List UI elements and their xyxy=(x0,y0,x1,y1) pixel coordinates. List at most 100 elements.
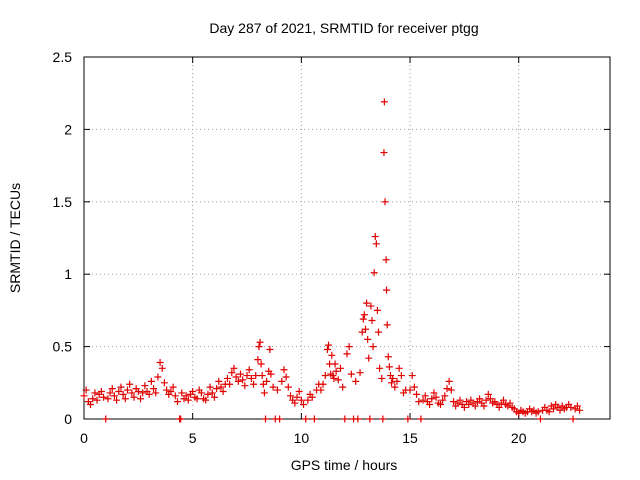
data-point xyxy=(389,374,397,382)
data-point xyxy=(258,372,266,380)
data-point xyxy=(273,386,281,394)
data-point xyxy=(295,387,303,395)
axis-ticks: 0 5 10 15 20 0 0.5 1 1.5 2 2.5 xyxy=(53,49,610,446)
data-point xyxy=(359,315,367,323)
data-point xyxy=(236,370,244,378)
data-point xyxy=(545,408,553,416)
data-point xyxy=(123,386,131,394)
data-point xyxy=(380,149,388,157)
data-point xyxy=(266,345,274,353)
data-point xyxy=(206,383,214,391)
data-point xyxy=(410,383,418,391)
data-point xyxy=(360,311,368,319)
data-point xyxy=(93,396,101,404)
data-point xyxy=(134,387,142,395)
data-point xyxy=(91,389,99,397)
data-point xyxy=(154,373,162,381)
data-point xyxy=(228,369,236,377)
data-point xyxy=(417,415,425,423)
data-point xyxy=(379,415,387,423)
data-point xyxy=(110,392,118,400)
data-point xyxy=(549,405,557,413)
data-point xyxy=(208,389,216,397)
data-point xyxy=(328,351,336,359)
data-point xyxy=(534,408,542,416)
data-point xyxy=(97,387,105,395)
data-point xyxy=(366,415,374,423)
data-point xyxy=(325,341,333,349)
chart-title: Day 287 of 2021, SRMTID for receiver ptg… xyxy=(209,20,478,36)
data-point xyxy=(117,383,125,391)
data-point xyxy=(334,376,342,384)
data-point xyxy=(345,343,353,351)
data-point xyxy=(241,382,249,390)
data-point xyxy=(567,403,575,411)
data-point xyxy=(413,390,421,398)
data-point xyxy=(428,395,436,403)
data-point xyxy=(108,385,116,393)
data-point xyxy=(385,363,393,371)
data-point xyxy=(361,325,369,333)
y-tick-label: 1.5 xyxy=(53,194,73,210)
data-points xyxy=(80,98,584,423)
data-point xyxy=(365,354,373,362)
data-point xyxy=(471,402,479,410)
data-point xyxy=(245,366,253,374)
data-point xyxy=(145,390,153,398)
x-axis-label: GPS time / hours xyxy=(291,457,398,473)
data-point xyxy=(182,392,190,400)
data-point xyxy=(280,366,288,374)
data-point xyxy=(383,321,391,329)
data-point xyxy=(261,415,269,423)
data-point xyxy=(300,401,308,409)
data-point xyxy=(536,415,544,423)
data-point xyxy=(370,269,378,277)
data-point xyxy=(263,377,271,385)
data-point xyxy=(450,398,458,406)
data-point xyxy=(189,387,197,395)
data-point xyxy=(432,393,440,401)
data-point xyxy=(332,367,340,375)
data-point xyxy=(130,393,138,401)
data-point xyxy=(239,376,247,384)
data-point xyxy=(167,387,175,395)
y-axis-label: SRMTID / TECUs xyxy=(7,183,23,293)
data-point xyxy=(178,389,186,397)
data-point xyxy=(169,383,177,391)
data-point xyxy=(163,386,171,394)
data-point xyxy=(87,401,95,409)
data-point xyxy=(460,403,468,411)
data-point xyxy=(184,396,192,404)
data-point xyxy=(415,398,423,406)
data-point xyxy=(363,299,371,307)
data-point xyxy=(293,393,301,401)
data-point xyxy=(426,401,434,409)
data-point xyxy=(375,328,383,336)
data-point xyxy=(286,392,294,400)
data-point xyxy=(369,343,377,351)
data-point xyxy=(291,399,299,407)
data-point xyxy=(376,364,384,372)
data-point xyxy=(284,383,292,391)
data-point xyxy=(439,396,447,404)
data-point xyxy=(336,364,344,372)
data-point xyxy=(486,395,494,403)
data-point xyxy=(499,396,507,404)
data-point xyxy=(106,389,114,397)
data-point xyxy=(250,380,258,388)
data-point xyxy=(419,396,427,404)
data-point xyxy=(372,240,380,248)
data-point xyxy=(193,395,201,403)
data-point xyxy=(152,389,160,397)
data-point xyxy=(406,386,414,394)
data-point xyxy=(484,390,492,398)
data-point xyxy=(330,374,338,382)
data-point xyxy=(408,372,416,380)
data-point xyxy=(347,370,355,378)
data-point xyxy=(113,396,121,404)
data-point xyxy=(126,380,134,388)
data-point xyxy=(173,398,181,406)
data-point xyxy=(141,382,149,390)
data-point xyxy=(430,389,438,397)
